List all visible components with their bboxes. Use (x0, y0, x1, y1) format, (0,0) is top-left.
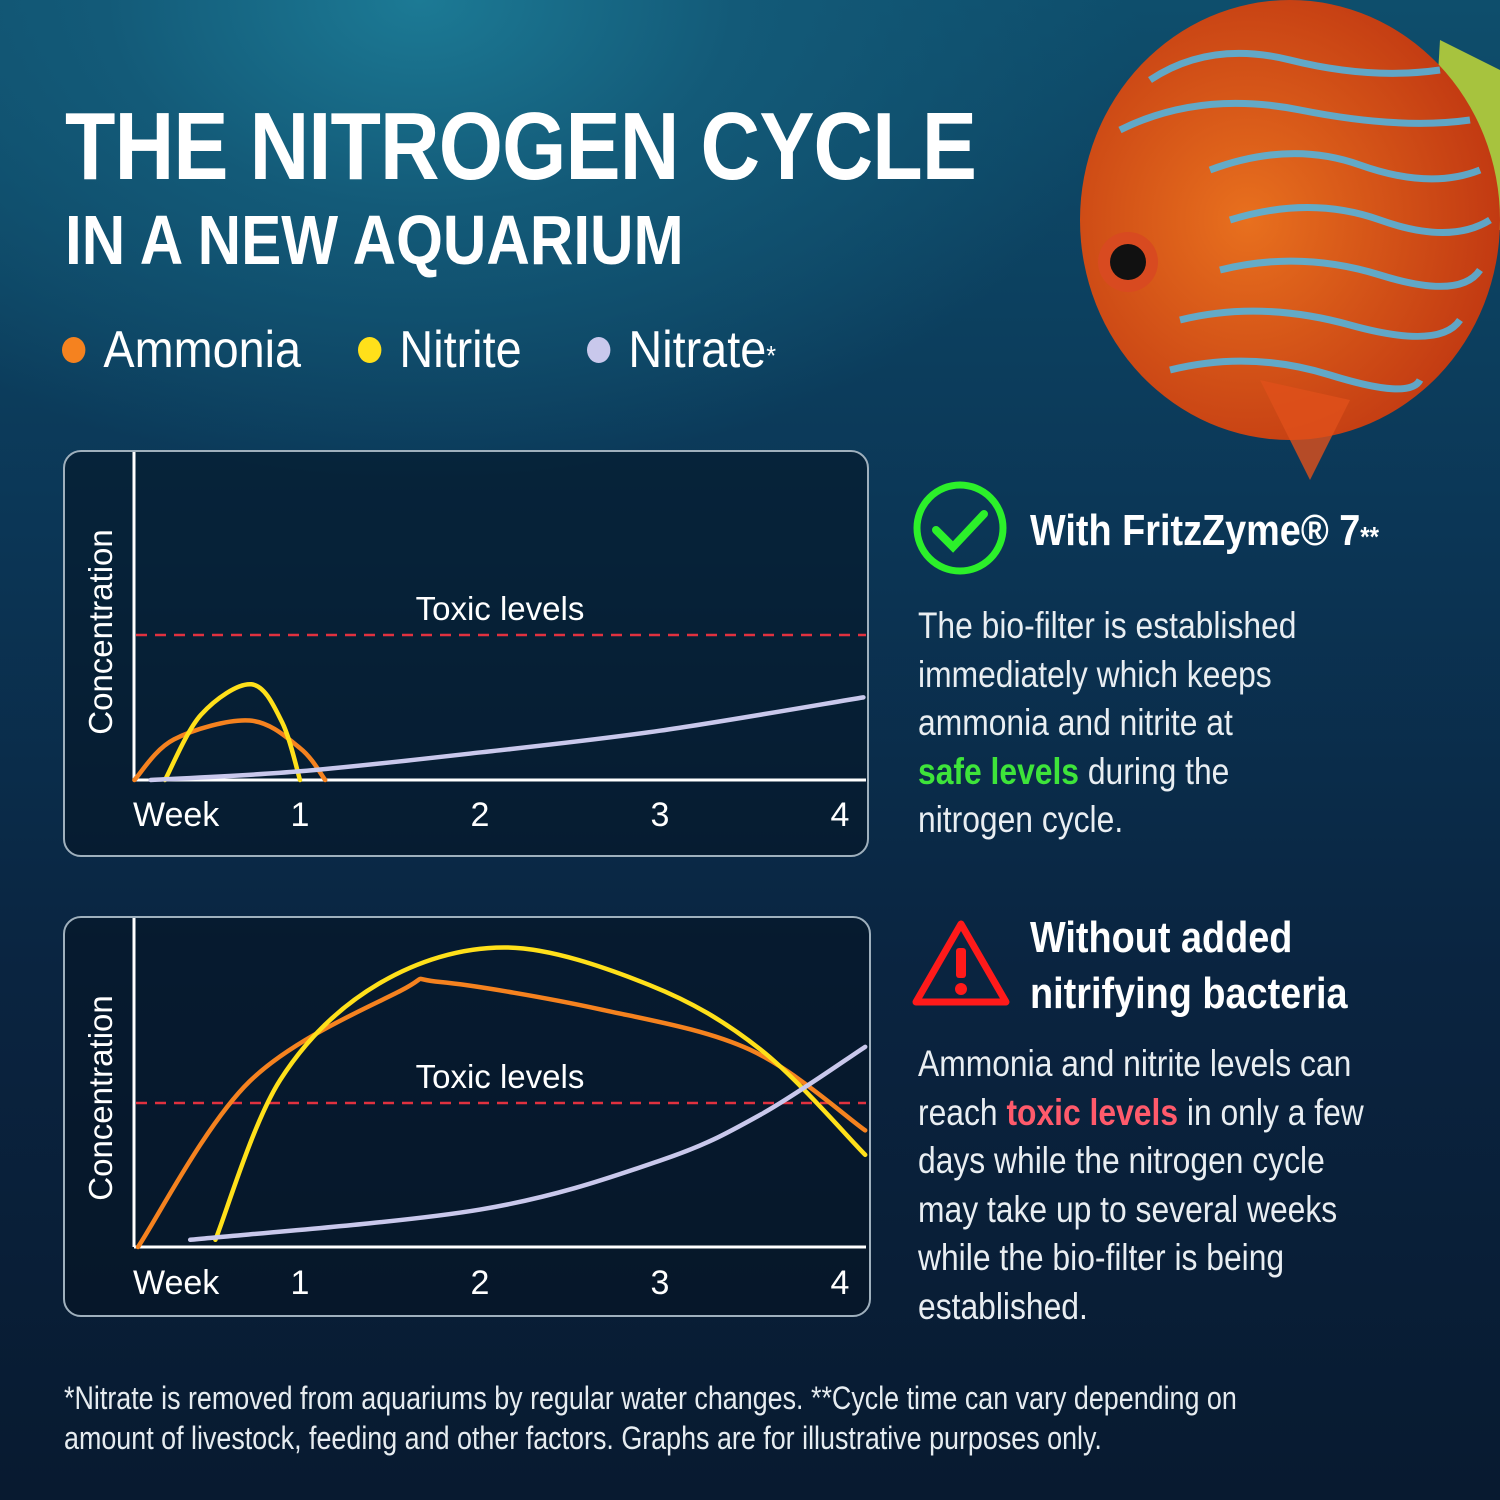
nitrite-dot-icon (358, 337, 382, 363)
legend-nitrite: Nitrite (358, 320, 522, 380)
x-tick-label: 4 (831, 1264, 850, 1302)
ammonia-dot-icon (62, 337, 86, 363)
x-tick-label: 3 (651, 1264, 670, 1302)
text-line: safe levels during the (918, 748, 1296, 797)
text-line: nitrogen cycle. (918, 799, 1124, 840)
text-line: ammonia and nitrite at (918, 702, 1233, 743)
text-line: days while the nitrogen cycle (918, 1140, 1325, 1181)
toxic-levels-highlight: toxic levels (1006, 1091, 1179, 1133)
chart-panel-with (63, 450, 869, 857)
legend-asterisk: * (766, 340, 777, 371)
text-line: while the bio-filter is being (918, 1237, 1285, 1278)
nitrate-dot-icon (587, 337, 611, 363)
page-title: THE NITROGEN CYCLE (65, 93, 977, 200)
x-tick-label: 1 (291, 1264, 310, 1302)
x-tick-label: 1 (291, 796, 310, 834)
y-axis-label: Concentration (82, 995, 119, 1200)
x-tick-label: 3 (651, 796, 670, 834)
legend-label: Ammonia (103, 321, 302, 379)
x-tick-label: 2 (471, 796, 490, 834)
footnote-line: amount of livestock, feeding and other f… (64, 1420, 1102, 1456)
toxic-levels-label: Toxic levels (416, 590, 585, 627)
heading-line: nitrifying bacteria (1030, 969, 1348, 1018)
legend-label: Nitrate (628, 321, 767, 379)
series-line-nitrite (162, 682, 303, 783)
text-line: immediately which keeps (918, 653, 1272, 695)
text-line: Ammonia and nitrite levels can (918, 1043, 1352, 1084)
chart-panel-without (63, 916, 871, 1317)
legend-label: Nitrite (399, 321, 522, 379)
series-line-ammonia (132, 718, 328, 783)
legend-ammonia: Ammonia (62, 320, 301, 380)
x-tick-label: 4 (831, 796, 850, 834)
series-line-nitrate (148, 695, 866, 783)
series-line-ammonia (135, 976, 868, 1250)
without-heading: Without added nitrifying bacteria (1030, 910, 1348, 1022)
with-heading-text: With FritzZyme® 7 (1030, 506, 1361, 555)
text-line: established. (918, 1285, 1088, 1327)
with-heading: With FritzZyme® 7** (1030, 503, 1379, 559)
heading-line: Without added (1030, 913, 1293, 962)
safe-levels-highlight: safe levels (918, 750, 1080, 792)
check-circle-icon (913, 481, 1007, 575)
footnote: *Nitrate is removed from aquariums by re… (64, 1378, 1237, 1458)
text-line: reach toxic levels in only a few (918, 1089, 1364, 1138)
text-span: reach (918, 1091, 1007, 1133)
x-axis-label: Week (133, 1264, 220, 1302)
toxic-levels-label: Toxic levels (416, 1058, 585, 1095)
with-description: The bio-filter is established immediatel… (918, 602, 1296, 845)
text-line: The bio-filter is established (918, 605, 1297, 646)
warning-triangle-icon (912, 920, 1010, 1006)
without-description: Ammonia and nitrite levels can reach tox… (918, 1040, 1364, 1331)
text-span: in only a few (1178, 1091, 1364, 1133)
text-span: during the (1079, 750, 1230, 792)
legend-nitrate: Nitrate * (587, 320, 776, 380)
footnote-line: *Nitrate is removed from aquariums by re… (64, 1380, 1237, 1416)
series-line-nitrate (187, 1044, 868, 1243)
page-subtitle: IN A NEW AQUARIUM (65, 201, 684, 279)
series-line-nitrite (213, 945, 868, 1243)
text-line: may take up to several weeks (918, 1188, 1338, 1230)
with-heading-asterisks: ** (1360, 521, 1380, 552)
y-axis-label: Concentration (82, 529, 119, 734)
x-axis-label: Week (133, 796, 220, 834)
x-tick-label: 2 (471, 1264, 490, 1302)
discus-fish-image (1080, 0, 1500, 480)
